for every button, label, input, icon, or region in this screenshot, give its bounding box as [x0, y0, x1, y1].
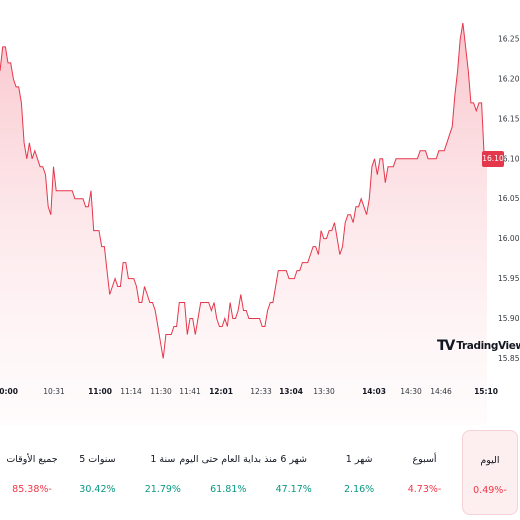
- y-tick-label: 16.15: [498, 114, 520, 123]
- period-change-value: 30.42%: [79, 484, 116, 495]
- period-change-value: 0.49%-: [473, 485, 507, 496]
- tradingview-logo-mark: TV: [437, 338, 455, 354]
- x-tick-label: 15:10: [474, 387, 498, 396]
- x-tick-label: 13:30: [313, 387, 335, 396]
- performance-periods: اليوم 0.49%- أسبوع 4.73%- 1 شهر 2.16% 6 شهر 47.…: [4, 430, 520, 515]
- x-tick-label: 10:00: [0, 387, 18, 396]
- y-tick-label: 15.85: [498, 354, 520, 363]
- period-tile[interactable]: اليوم 0.49%-: [461, 430, 518, 515]
- period-change-value: 2.16%: [344, 484, 375, 495]
- x-tick-label: 11:30: [150, 387, 172, 396]
- tradingview-logo-text: TradingView: [456, 340, 520, 352]
- price-area-fill: [0, 23, 487, 425]
- period-label: أسبوع: [412, 454, 437, 465]
- price-chart-svg[interactable]: 16.25 16.20 16.15 16.10 16.05 16.00 15.95 15.90…: [0, 0, 520, 425]
- x-tick-label: 12:01: [209, 387, 233, 396]
- period-tile[interactable]: 1 سنة 21.79%: [135, 430, 191, 515]
- y-tick-label: 15.95: [498, 274, 520, 283]
- y-tick-label: 16.20: [498, 74, 520, 83]
- x-tick-label: 11:00: [88, 387, 112, 396]
- period-tile[interactable]: 5 سنوات 30.42%: [69, 430, 125, 515]
- last-price-badge: 16.10: [482, 150, 504, 167]
- x-tick-label: 11:14: [120, 387, 142, 396]
- period-tile[interactable]: أسبوع 4.73%-: [397, 430, 453, 515]
- y-tick-label: 16.00: [498, 234, 520, 243]
- period-change-value: 61.81%: [210, 484, 247, 495]
- x-tick-label: 14:30: [400, 387, 422, 396]
- price-chart[interactable]: 16.25 16.20 16.15 16.10 16.05 16.00 15.95 15.90…: [0, 0, 520, 425]
- period-change-value: 85.38%-: [12, 484, 52, 495]
- x-tick-label: 14:46: [430, 387, 452, 396]
- period-change-value: 21.79%: [144, 484, 181, 495]
- period-tile[interactable]: جميع الأوقات 85.38%-: [4, 430, 60, 515]
- y-tick-label: 15.90: [498, 314, 520, 323]
- x-tick-label: 11:41: [179, 387, 201, 396]
- period-label: اليوم: [480, 455, 500, 466]
- period-label: 5 سنوات: [79, 454, 116, 465]
- period-change-value: 47.17%: [275, 484, 312, 495]
- period-label: 1 سنة: [150, 454, 176, 465]
- x-tick-label: 12:33: [250, 387, 272, 396]
- period-label: 6 شهر: [280, 454, 308, 465]
- price-line: [0, 22, 487, 359]
- period-label: 1 شهر: [345, 454, 373, 465]
- period-label: جميع الأوقات: [6, 454, 58, 465]
- y-tick-label: 16.25: [498, 34, 520, 43]
- tradingview-logo[interactable]: TV TradingView: [437, 337, 520, 355]
- period-tile[interactable]: 6 شهر 47.17%: [266, 430, 322, 515]
- y-tick-label: 16.05: [498, 194, 520, 203]
- period-label: منذ بداية العام حتى اليوم: [179, 454, 278, 465]
- x-tick-label: 13:04: [279, 387, 303, 396]
- period-tile[interactable]: منذ بداية العام حتى اليوم 61.81%: [179, 430, 277, 515]
- period-change-value: 4.73%-: [407, 484, 442, 495]
- period-tile[interactable]: 1 شهر 2.16%: [331, 430, 387, 515]
- x-tick-label: 10:31: [43, 387, 65, 396]
- x-tick-label: 14:03: [362, 387, 386, 396]
- y-tick-label: 16.10: [498, 154, 520, 163]
